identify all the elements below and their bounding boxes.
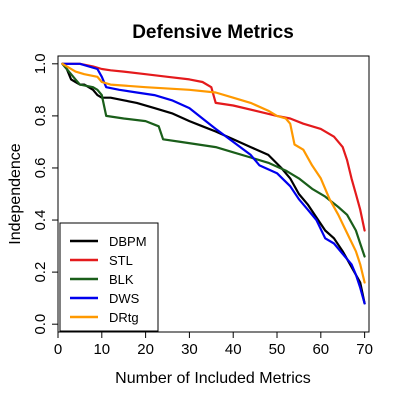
- x-axis-label: Number of Included Metrics: [115, 370, 311, 387]
- x-tick-label: 0: [54, 341, 62, 358]
- y-tick-label: 0.2: [32, 262, 49, 283]
- x-tick-label: 70: [356, 341, 373, 358]
- y-tick-label: 1.0: [32, 53, 49, 74]
- chart-title: Defensive Metrics: [132, 22, 294, 43]
- x-tick-label: 40: [225, 341, 242, 358]
- y-tick-label: 0.0: [32, 314, 49, 335]
- axes-layer: 0 10 20 30 40 50 60 70 0.0 0.2 0.4 0.6 0.8 1.0: [32, 53, 373, 358]
- legend-label-stl: STL: [109, 253, 133, 268]
- y-tick-label: 0.4: [32, 210, 49, 231]
- plot-frame: [57, 55, 370, 333]
- x-tick-label: 30: [181, 341, 198, 358]
- y-tick-label: 0.6: [32, 158, 49, 179]
- series-line-blk: [61, 62, 366, 258]
- x-tick-label: 50: [269, 341, 286, 358]
- x-tick-label: 10: [93, 341, 110, 358]
- x-tick-label: 20: [137, 341, 154, 358]
- legend-label-drtg: DRtg: [109, 310, 139, 325]
- legend-label-dws: DWS: [109, 291, 140, 306]
- legend-label-dbpm: DBPM: [109, 234, 147, 249]
- legend-label-blk: BLK: [109, 272, 134, 287]
- y-axis-label: Independence: [7, 143, 24, 245]
- series-line-drtg: [61, 62, 366, 284]
- series-line-dws: [61, 62, 366, 305]
- legend: DBPM STL BLK DWS DRtg: [59, 222, 159, 332]
- x-tick-label: 60: [312, 341, 329, 358]
- series-line-stl: [61, 62, 366, 232]
- y-tick-label: 0.8: [32, 105, 49, 126]
- series-layer: [61, 62, 366, 305]
